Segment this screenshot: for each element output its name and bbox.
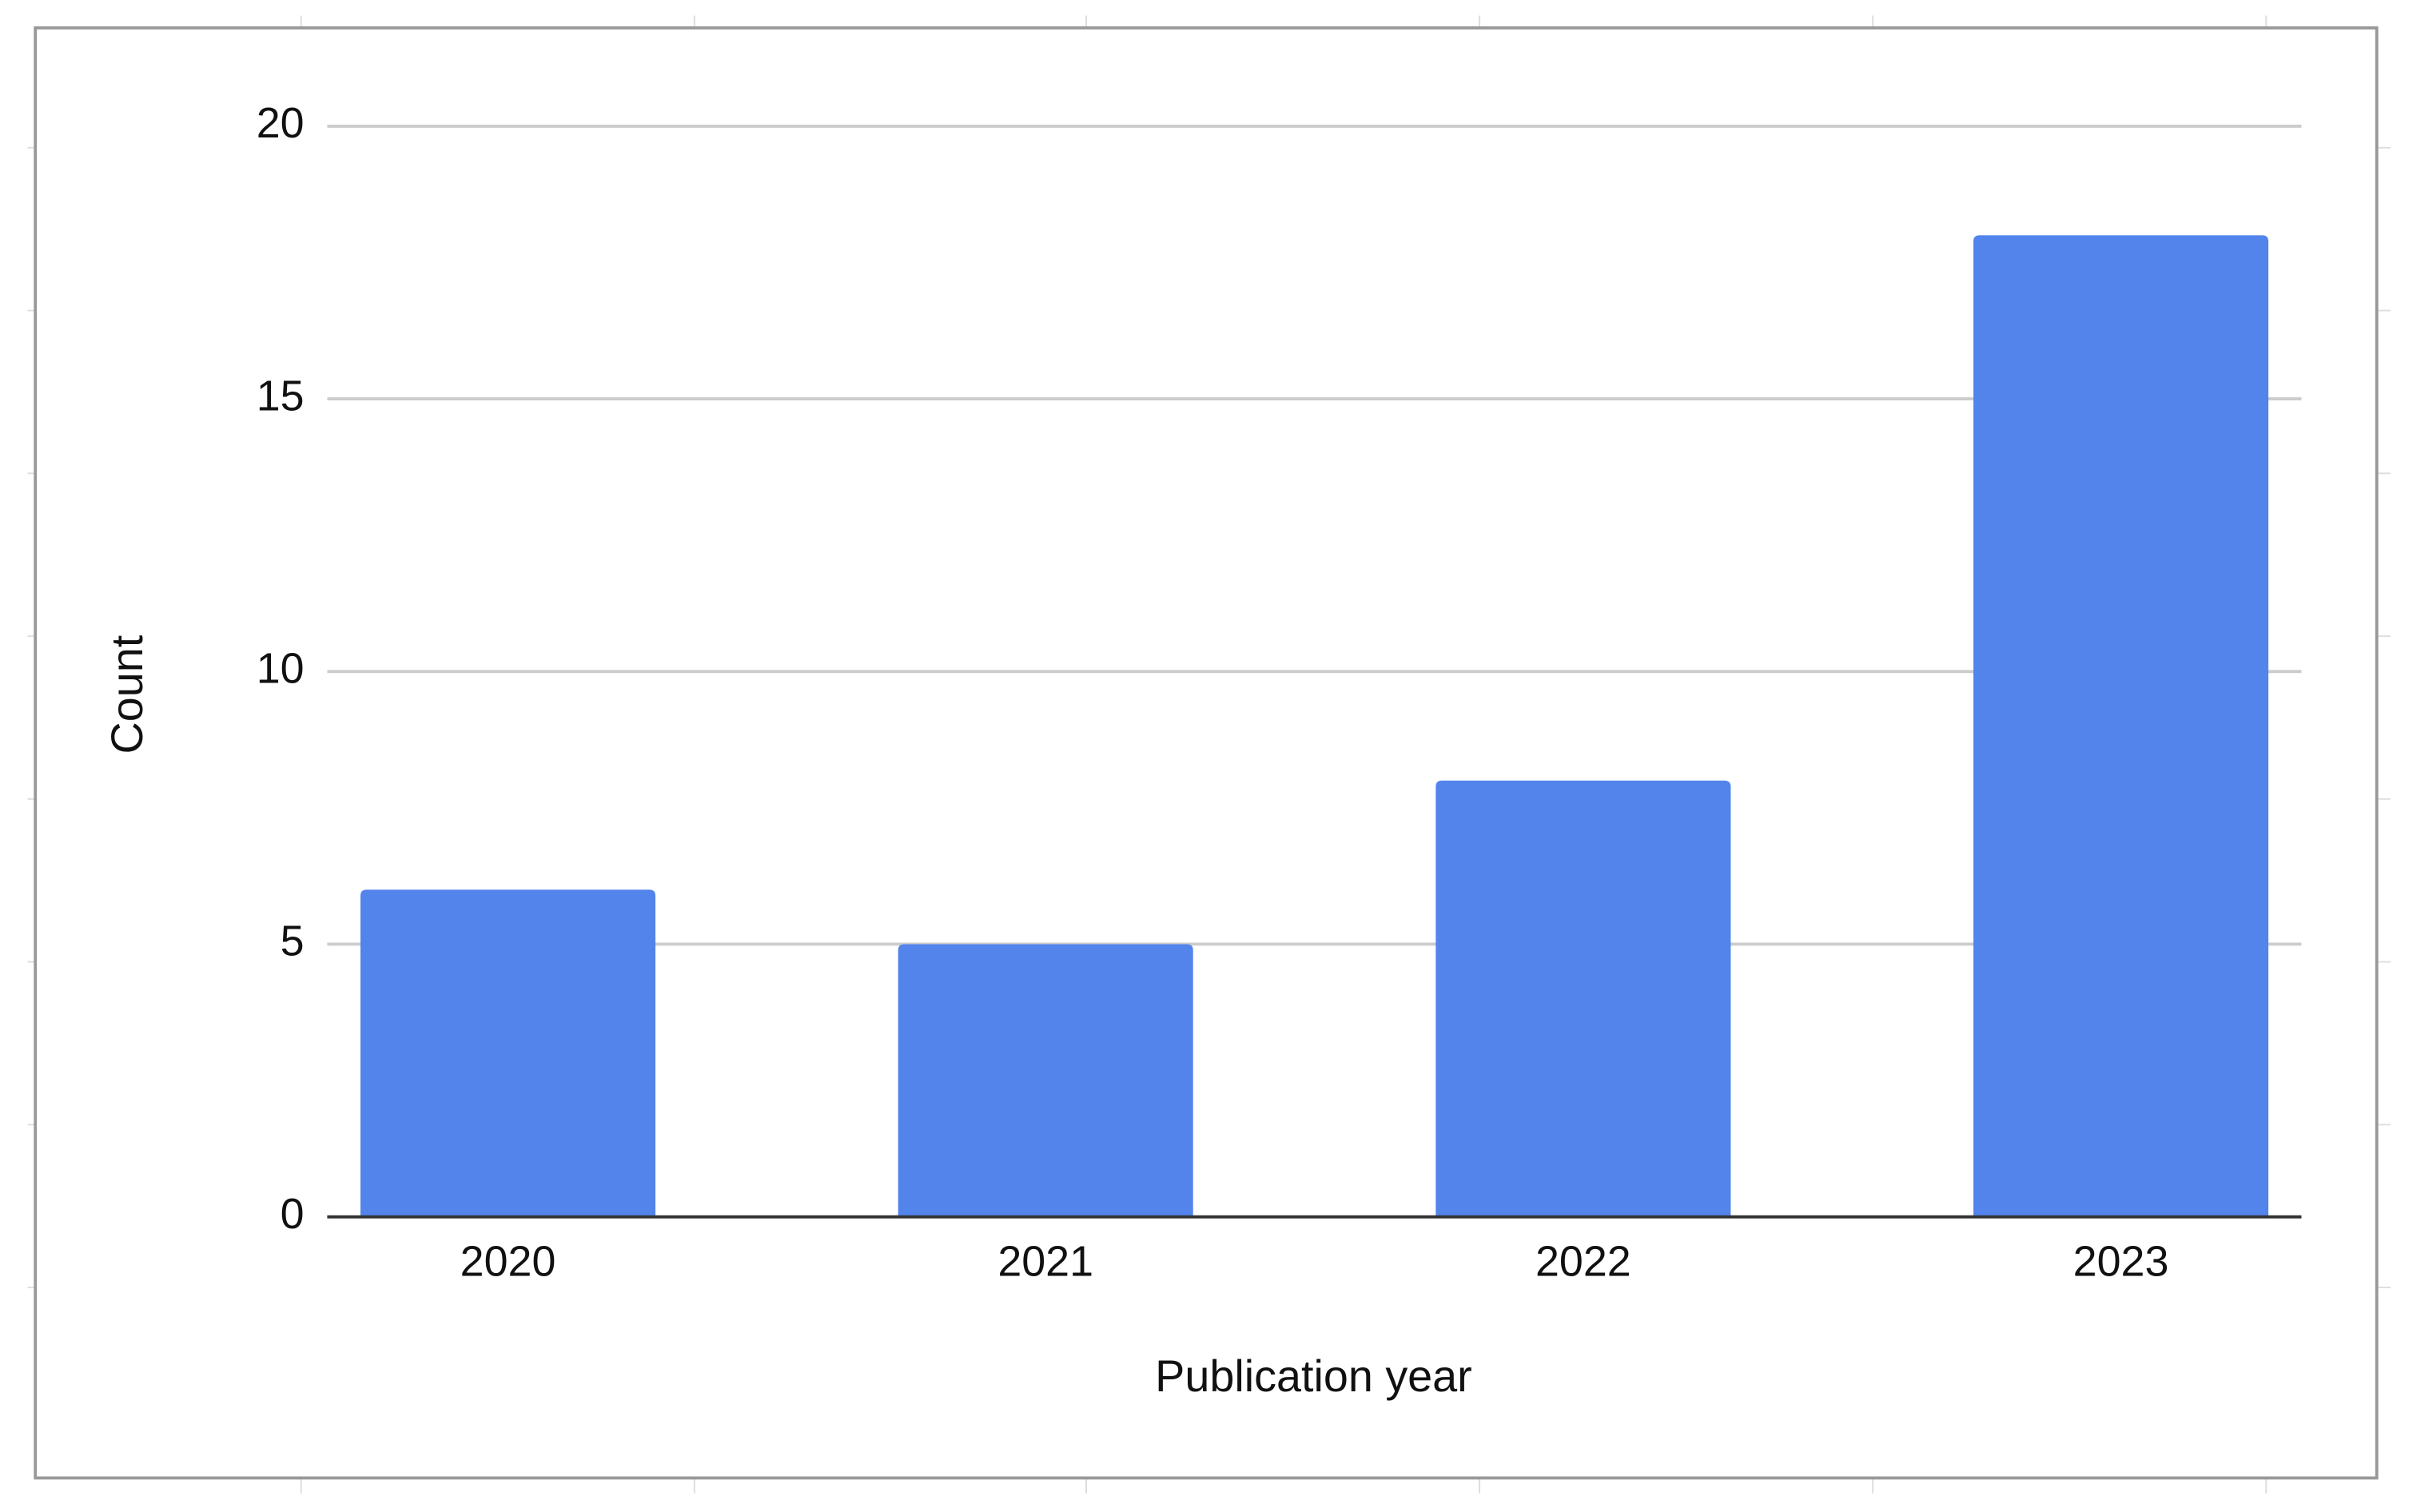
x-tick-label: 2023 [2073, 1237, 2169, 1285]
y-tick-label: 15 [257, 372, 305, 420]
bar [1435, 780, 1731, 1217]
y-tick-label: 10 [257, 644, 305, 692]
x-axis-title: Publication year [1155, 1351, 1472, 1401]
bars [360, 235, 2269, 1217]
y-tick-label: 0 [281, 1190, 305, 1238]
x-tick-label: 2020 [460, 1237, 556, 1285]
bar [898, 944, 1193, 1217]
y-tick-label: 20 [257, 99, 305, 147]
x-tick-label: 2021 [997, 1237, 1093, 1285]
bar [360, 889, 656, 1217]
y-axis-title: Count [102, 635, 152, 754]
y-tick-label: 5 [281, 917, 305, 965]
x-tick-label: 2022 [1535, 1237, 1631, 1285]
bar [1973, 235, 2269, 1217]
